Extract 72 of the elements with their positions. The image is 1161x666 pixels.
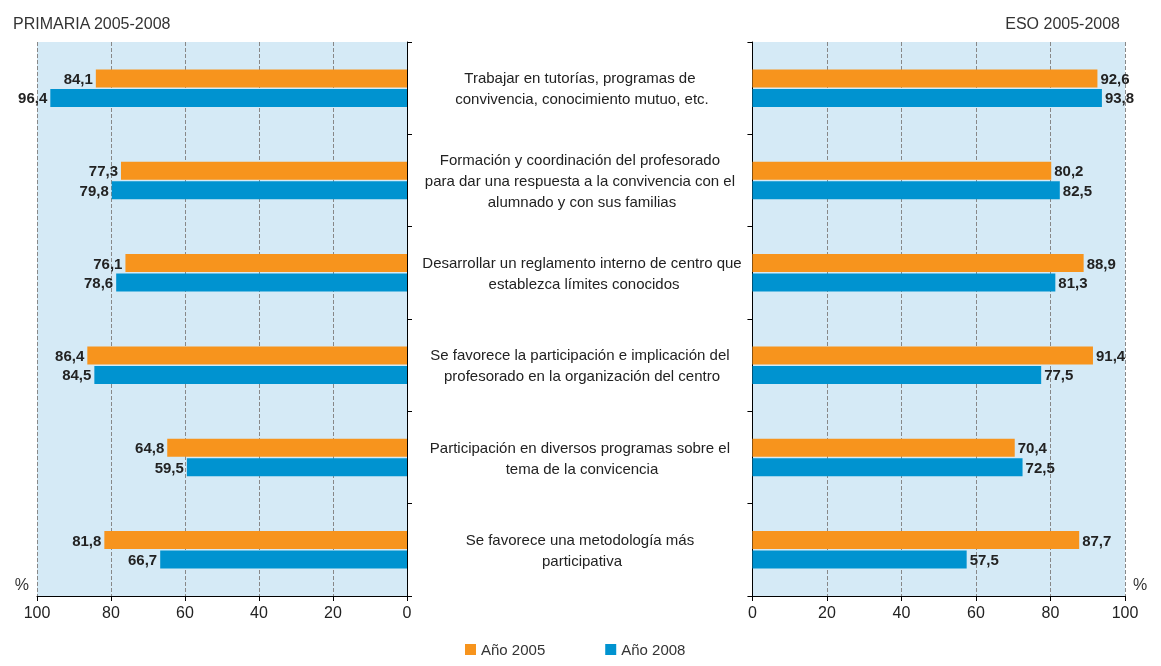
bar xyxy=(94,365,407,384)
data-label: 81,8 xyxy=(72,531,102,549)
legend-label: Año 2005 xyxy=(481,641,546,658)
bar xyxy=(752,458,1023,477)
bar xyxy=(752,181,1060,200)
data-label: 82,5 xyxy=(1062,181,1093,199)
bar xyxy=(87,346,407,365)
y-tick-label: Se favorece una metodología más participativa xyxy=(465,530,699,569)
x-tick-label: 80 xyxy=(102,603,120,621)
x-tick-label: 40 xyxy=(250,603,268,621)
chart-title: ESO 2005-2008 xyxy=(1005,14,1121,32)
x-tick-label: 100 xyxy=(23,603,51,621)
data-label: 79,8 xyxy=(79,181,109,199)
bar xyxy=(186,458,407,477)
x-tick-label: 0 xyxy=(402,603,412,621)
y-tick-label: Se favorece la participación e implicación del profesorado en la organización del centro xyxy=(430,346,734,385)
bar xyxy=(95,69,407,88)
data-label: 66,7 xyxy=(128,551,158,569)
data-label: 88,9 xyxy=(1086,254,1116,272)
legend-label: Año 2008 xyxy=(621,641,686,658)
data-label: 77,5 xyxy=(1044,366,1074,384)
data-label: 93,8 xyxy=(1104,89,1135,107)
x-tick-label: 60 xyxy=(176,603,194,621)
data-label: 80,2 xyxy=(1054,162,1084,180)
x-axis-title: % xyxy=(1133,575,1148,593)
y-tick-label: Formación y coordinación del profesorado para dar una respuesta a la convivencia con el alumnado y con sus familias xyxy=(424,151,740,210)
data-label: 92,6 xyxy=(1100,69,1130,87)
data-label: 76,1 xyxy=(93,254,123,272)
x-tick-label: 80 xyxy=(1041,603,1060,621)
x-tick-label: 100 xyxy=(1111,603,1139,621)
data-label: 70,4 xyxy=(1017,439,1048,457)
data-label: 86,4 xyxy=(55,346,85,364)
x-tick-label: 0 xyxy=(748,603,757,621)
bar xyxy=(160,550,407,569)
bar xyxy=(752,550,967,569)
y-tick-label: Desarrollar un reglamento interno de centro que establezca límites conocidos xyxy=(422,253,742,292)
bar xyxy=(125,254,407,273)
x-tick-label: 20 xyxy=(324,603,342,621)
bar xyxy=(104,531,407,550)
bar xyxy=(167,438,407,457)
data-label: 77,3 xyxy=(88,162,118,180)
bar xyxy=(752,438,1015,457)
x-tick-label: 20 xyxy=(818,603,836,621)
data-label: 96,4 xyxy=(18,89,48,107)
bar xyxy=(111,181,407,200)
bar xyxy=(752,88,1102,107)
x-tick-label: 40 xyxy=(892,603,911,621)
bar xyxy=(116,273,407,292)
x-tick-label: 60 xyxy=(967,603,985,621)
data-label: 64,8 xyxy=(135,439,165,457)
data-label: 91,4 xyxy=(1095,346,1126,364)
y-tick-label: Trabajar en tutorías, programas de convivencia, conocimiento mutuo, etc. xyxy=(455,69,709,108)
data-label: 87,7 xyxy=(1082,531,1112,549)
bar xyxy=(752,365,1042,384)
data-label: 57,5 xyxy=(969,551,999,569)
y-tick-label: Participación en diversos programas sobre el tema de la convicencia xyxy=(429,438,735,477)
bar xyxy=(50,88,407,107)
chart-title: PRIMARIA 2005-2008 xyxy=(13,14,171,32)
data-label: 84,1 xyxy=(63,69,93,87)
data-label: 81,3 xyxy=(1058,274,1088,292)
bar xyxy=(752,531,1080,550)
data-label: 84,5 xyxy=(62,366,92,384)
bar xyxy=(752,161,1052,180)
x-axis-title: % xyxy=(14,575,29,593)
data-label: 59,5 xyxy=(154,458,184,476)
bar xyxy=(752,346,1093,365)
data-label: 78,6 xyxy=(83,274,114,292)
data-label: 72,5 xyxy=(1025,458,1055,476)
bar xyxy=(752,69,1098,88)
bar xyxy=(752,254,1084,273)
bar xyxy=(752,273,1056,292)
bar xyxy=(120,161,407,180)
